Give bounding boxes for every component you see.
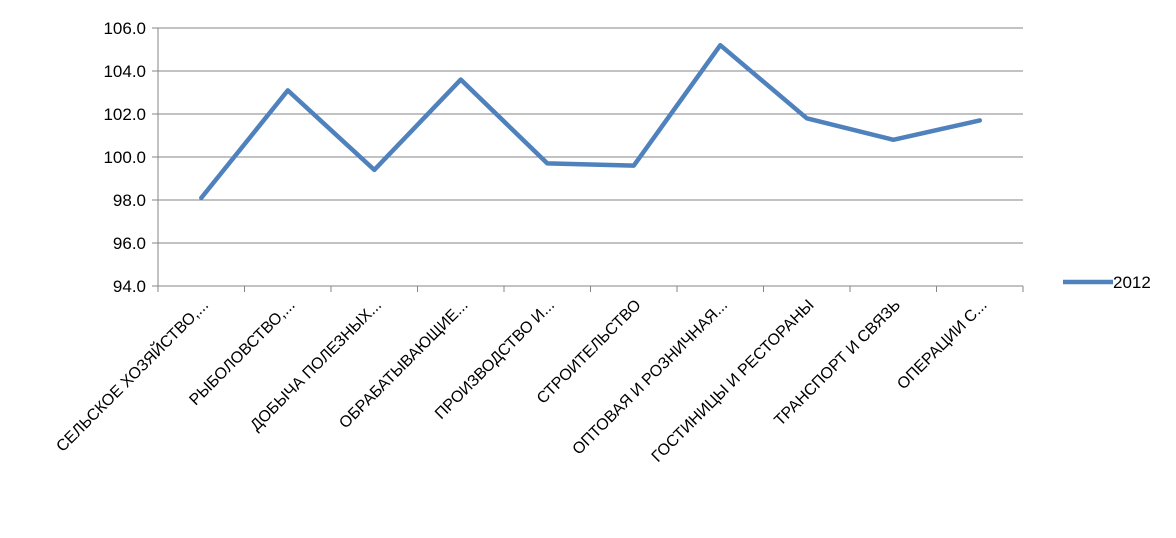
x-tick-label: СЕЛЬСКОЕ ХОЗЯЙСТВО,... bbox=[52, 295, 212, 455]
y-tick-label: 106.0 bbox=[103, 19, 146, 38]
legend-label: 2012 bbox=[1113, 273, 1151, 292]
y-tick-label: 102.0 bbox=[103, 105, 146, 124]
y-axis: 94.0 96.0 98.0 100.0 102.0 104.0 106.0 bbox=[103, 19, 159, 296]
x-tick-label: ГОСТИНИЦЫ И РЕСТОРАНЫ bbox=[649, 297, 818, 466]
x-axis: СЕЛЬСКОЕ ХОЗЯЙСТВО,...РЫБОЛОВСТВО,...ДОБ… bbox=[52, 285, 1024, 466]
y-tick-label: 104.0 bbox=[103, 62, 146, 81]
x-tick-label: ОПЕРАЦИИ С... bbox=[894, 297, 990, 393]
series-line-2012 bbox=[199, 42, 983, 201]
x-tick-label: ОПТОВАЯ И РОЗНИЧНАЯ... bbox=[570, 297, 732, 459]
y-tick-label: 96.0 bbox=[113, 234, 146, 253]
y-tick-label: 94.0 bbox=[113, 277, 146, 296]
legend: 2012 bbox=[1063, 273, 1151, 292]
series-layer bbox=[199, 42, 983, 201]
y-tick-label: 100.0 bbox=[103, 148, 146, 167]
gridlines bbox=[158, 27, 1023, 244]
y-tick-label: 98.0 bbox=[113, 191, 146, 210]
